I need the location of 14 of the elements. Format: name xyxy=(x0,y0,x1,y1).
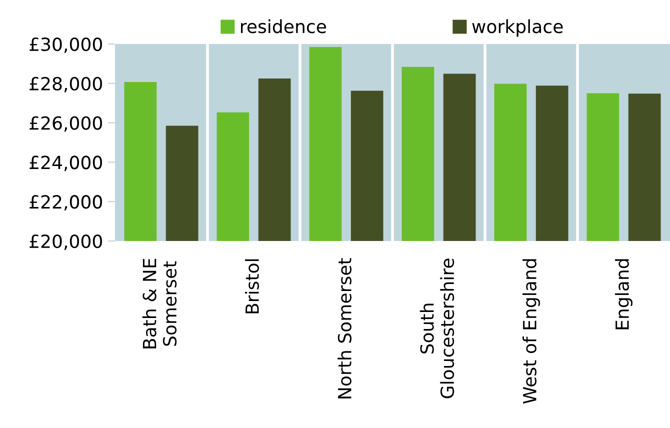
x-tick-label: Bath & NE Somerset xyxy=(142,258,177,348)
y-tick-label: £24,000 xyxy=(30,156,102,172)
legend-label: residence xyxy=(241,19,326,34)
y-tick-label: £20,000 xyxy=(30,234,102,250)
y-tick-label: £28,000 xyxy=(30,76,102,92)
x-tick-label: North Somerset xyxy=(338,258,352,398)
legend-label: workplace xyxy=(472,19,563,37)
y-tick-label: £26,000 xyxy=(30,116,102,132)
y-tick-label: £30,000 xyxy=(30,37,102,53)
x-tick-label: West of England xyxy=(522,259,540,404)
y-tick-label: £22,000 xyxy=(30,195,102,211)
x-tick-label: Bristol xyxy=(245,259,259,314)
x-tick-label: England xyxy=(615,259,632,330)
x-tick-label: South Gloucestershire xyxy=(420,258,454,398)
